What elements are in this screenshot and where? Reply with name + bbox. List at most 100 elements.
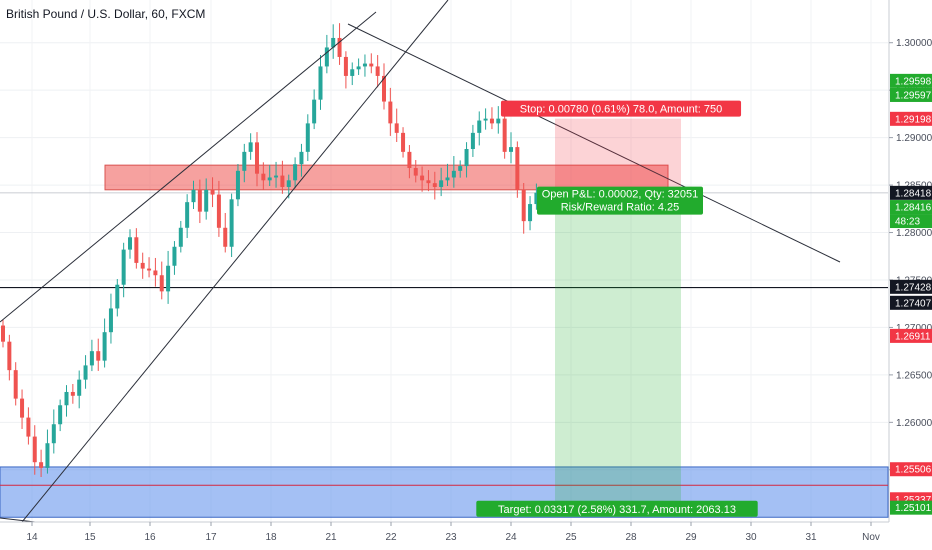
price-tag[interactable]: 1.29198 xyxy=(890,111,932,126)
candle xyxy=(140,252,145,279)
price-tag-bg xyxy=(890,500,932,515)
time-tick-label: 16 xyxy=(144,532,156,543)
candle xyxy=(274,161,279,188)
time-tick-label: 24 xyxy=(505,532,517,543)
stop-label-text: Stop: 0.00780 (0.61%) 78.0, Amount: 750 xyxy=(520,104,722,116)
candle-body xyxy=(356,66,361,70)
candle xyxy=(464,142,469,178)
time-tick-label: 31 xyxy=(805,532,817,543)
pnl-label-bg xyxy=(537,186,703,215)
candle-body xyxy=(394,123,399,133)
candle-body xyxy=(255,142,259,174)
price-axis[interactable]: 1.300001.295001.290001.285001.280001.275… xyxy=(888,0,932,538)
price-tag[interactable]: 1.27407 xyxy=(890,295,932,310)
candle-body xyxy=(407,151,412,168)
candle xyxy=(382,63,386,110)
candle-body xyxy=(172,246,177,266)
price-tag-bg xyxy=(890,214,932,229)
time-tick-label: 25 xyxy=(565,532,577,543)
candle xyxy=(242,143,247,183)
target-label[interactable]: Target: 0.03317 (2.58%) 331.7, Amount: 2… xyxy=(476,500,758,517)
candle-body xyxy=(382,75,386,102)
candle xyxy=(51,409,56,454)
candle-body xyxy=(140,262,145,269)
candle xyxy=(362,54,367,77)
candle xyxy=(223,212,228,253)
price-tag-text: 1.29598 xyxy=(895,76,932,87)
price-tag[interactable]: 1.25506 xyxy=(890,462,932,477)
candle-body xyxy=(185,202,190,228)
candle xyxy=(13,362,18,406)
candle-body xyxy=(39,462,44,468)
price-tag[interactable]: 1.29598 xyxy=(890,73,932,88)
price-tag[interactable]: 1.27428 xyxy=(890,279,932,294)
candle xyxy=(216,180,221,237)
candles xyxy=(1,23,539,478)
candle-body xyxy=(267,177,272,181)
price-tag-bg xyxy=(890,73,932,88)
price-tag[interactable]: 1.25101 xyxy=(890,500,932,515)
candle-body xyxy=(261,173,266,181)
candle xyxy=(32,425,37,475)
resistance-zone[interactable] xyxy=(104,164,669,191)
candle xyxy=(172,241,177,275)
candle-body xyxy=(299,151,304,165)
price-tag[interactable]: 48:23 xyxy=(890,214,932,229)
price-tick-label: 1.28000 xyxy=(896,228,932,239)
candle-body xyxy=(483,118,488,121)
candle xyxy=(312,89,317,130)
descending-trendline[interactable] xyxy=(347,23,841,263)
candle xyxy=(153,257,158,287)
candle xyxy=(521,182,526,234)
target-area[interactable] xyxy=(555,192,681,508)
time-axis[interactable]: 14 15 16 17 18 21 22 23 24 25 28 29 30 31 Nov xyxy=(0,521,932,550)
price-tick-label: 1.30000 xyxy=(896,38,932,49)
price-tag-bg xyxy=(890,279,932,294)
price-tag[interactable]: 1.29597 xyxy=(890,87,932,102)
candle xyxy=(178,220,183,253)
candle xyxy=(1,319,5,348)
candle-body xyxy=(197,189,202,212)
candle xyxy=(121,242,126,298)
candle-body xyxy=(128,237,132,250)
price-tick-label: 1.26000 xyxy=(896,418,932,429)
candle-body xyxy=(489,118,494,124)
candle xyxy=(229,193,234,258)
candle xyxy=(128,229,132,259)
time-tick-label: 29 xyxy=(685,532,697,543)
candle xyxy=(470,124,475,157)
candle-body xyxy=(420,175,425,181)
channel-upper-line[interactable] xyxy=(0,11,377,323)
candle-body xyxy=(534,192,539,205)
candle-body xyxy=(274,175,279,178)
stop-area[interactable] xyxy=(555,118,681,193)
channel-lower-line[interactable] xyxy=(21,0,449,523)
candle-body xyxy=(293,164,298,181)
pnl-label[interactable]: Open P&L: 0.00002, Qty: 32051Risk/Reward… xyxy=(537,186,703,215)
price-tag-text: 1.25506 xyxy=(895,465,932,476)
candle-body xyxy=(350,69,355,76)
short-position-tool[interactable]: Stop: 0.00780 (0.61%) 78.0, Amount: 750 O… xyxy=(476,100,758,517)
candle xyxy=(445,163,450,187)
price-tag-bg xyxy=(890,462,932,477)
candle xyxy=(261,162,266,190)
candle xyxy=(331,24,336,59)
candle-body xyxy=(26,417,31,437)
price-tag[interactable]: 1.26911 xyxy=(890,328,932,343)
stop-label[interactable]: Stop: 0.00780 (0.61%) 78.0, Amount: 750 xyxy=(500,100,742,117)
rr-text: Risk/Reward Ratio: 4.25 xyxy=(561,202,680,214)
candle-body xyxy=(413,167,418,176)
candle-body xyxy=(318,66,323,100)
candle-body xyxy=(451,170,456,178)
price-tag[interactable]: 1.28416 xyxy=(890,200,932,215)
candle xyxy=(115,279,120,317)
candle-body xyxy=(305,123,310,152)
candle xyxy=(534,183,539,210)
candle xyxy=(458,160,463,178)
price-tag[interactable]: 1.28418 xyxy=(890,185,932,200)
candle xyxy=(89,339,94,372)
candle-body xyxy=(458,166,463,171)
candle-body xyxy=(108,308,113,333)
candle-body xyxy=(331,37,336,48)
